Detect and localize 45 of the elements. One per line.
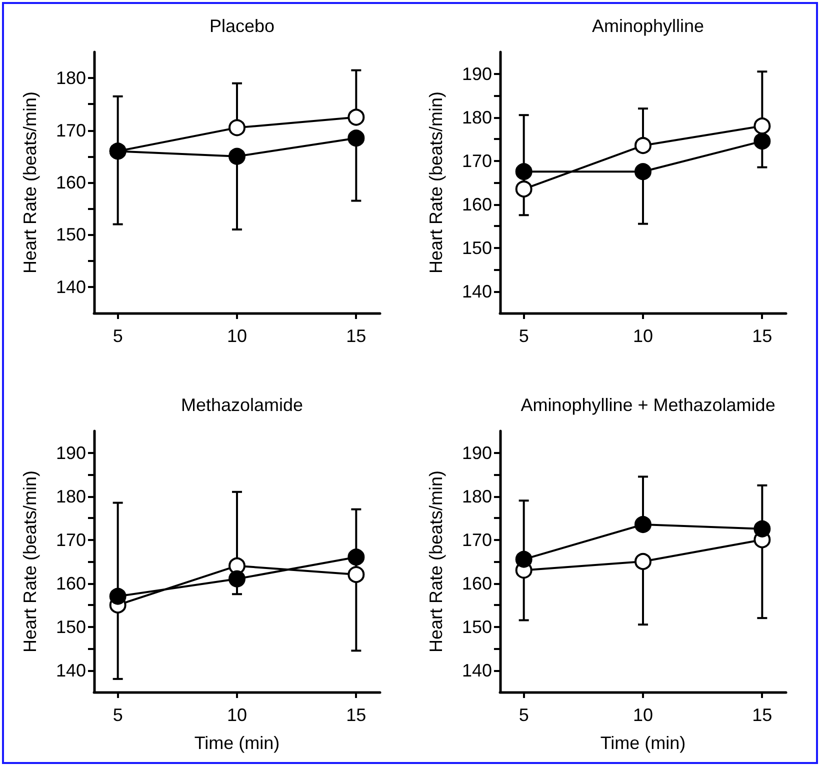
y-axis-title: Heart Rate (beats/min) (426, 470, 446, 653)
chart-title: Aminophylline (592, 16, 704, 36)
y-tick-label: 150 (56, 224, 86, 245)
x-tick-label: 10 (226, 705, 248, 725)
chart-title: Methazolamide (180, 395, 304, 415)
y-tick-label: 160 (56, 172, 86, 192)
x-tick-label: 15 (346, 705, 366, 725)
y-tick-label: 150 (56, 616, 86, 637)
y-tick-label: 180 (56, 68, 86, 88)
y-tick-label: 160 (462, 194, 492, 214)
x-tick-label: 15 (752, 705, 772, 725)
y-tick-label: 140 (56, 660, 86, 680)
y-tick-label: 170 (462, 150, 492, 171)
y-tick-label: 170 (56, 530, 86, 550)
x-tick-label: 5 (518, 326, 529, 346)
y-tick-label: 190 (462, 64, 492, 84)
chart-title: Placebo (209, 16, 275, 36)
y-tick-label: 140 (56, 276, 86, 297)
x-tick-label: 10 (632, 705, 654, 725)
y-axis-title: Heart Rate (beats/min) (426, 91, 446, 274)
x-tick-label: 5 (112, 705, 123, 725)
y-tick-label: 140 (462, 660, 492, 680)
y-tick-label: 170 (56, 120, 86, 140)
y-axis-title: Heart Rate (beats/min) (20, 470, 40, 653)
y-tick-label: 190 (462, 442, 492, 463)
chart-title: Aminophylline + Methazolamide (520, 395, 776, 415)
x-tick-label: 15 (346, 326, 366, 346)
y-tick-label: 160 (462, 573, 492, 594)
x-tick-label: 15 (752, 326, 772, 346)
x-axis-title: Time (min) (600, 733, 686, 753)
y-tick-label: 150 (462, 616, 492, 637)
y-tick-label: 180 (56, 486, 86, 506)
y-axis-title: Heart Rate (beats/min) (20, 91, 40, 274)
x-tick-label: 10 (632, 326, 654, 346)
y-tick-label: 180 (462, 486, 492, 506)
y-tick-label: 140 (462, 281, 492, 302)
y-tick-label: 190 (56, 442, 86, 463)
y-tick-label: 170 (462, 530, 492, 550)
x-axis-title: Time (min) (194, 733, 280, 753)
y-tick-label: 160 (56, 573, 86, 594)
x-tick-label: 10 (226, 326, 248, 346)
y-tick-label: 150 (462, 238, 492, 258)
x-tick-label: 5 (112, 326, 123, 346)
y-tick-label: 180 (462, 107, 492, 128)
x-tick-label: 5 (518, 705, 529, 725)
